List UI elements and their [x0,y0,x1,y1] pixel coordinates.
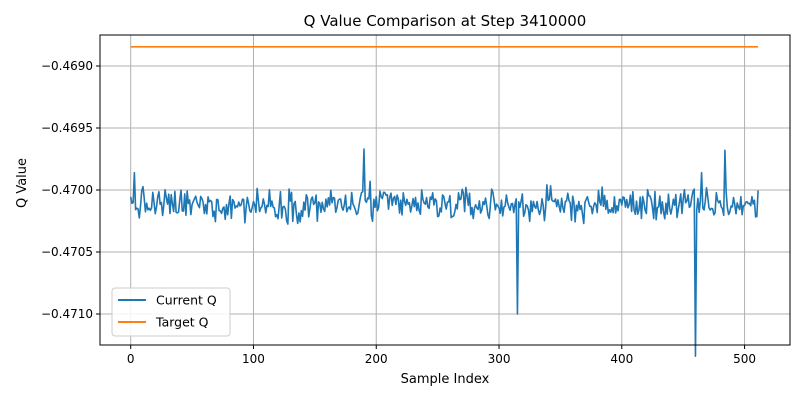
x-tick-label: 0 [127,352,135,366]
x-tick-label: 100 [242,352,265,366]
x-tick-label: 400 [610,352,633,366]
legend: Current Q Target Q [111,287,231,337]
legend-target-q-label: Target Q [155,315,209,330]
series-line-current-q [129,148,759,357]
y-tick-label: −0.4710 [41,307,93,321]
y-tick-label: −0.4690 [41,59,93,73]
x-tick-label: 300 [488,352,511,366]
x-tick-label: 500 [733,352,756,366]
y-tick-label: −0.4705 [41,245,93,259]
y-axis-label: Q Value [15,158,30,208]
x-axis-label: Sample Index [401,372,490,387]
grid [100,35,790,345]
y-tick-label: −0.4695 [41,121,93,135]
x-tick-label: 200 [365,352,388,366]
chart-title: Q Value Comparison at Step 3410000 [304,12,587,30]
y-tick-label: −0.4700 [41,183,93,197]
ticks: 0 100 200 300 400 500 −0.4710 −0.4705 −0.4700 −0.… [41,59,756,366]
legend-current-q-label: Current Q [156,293,217,308]
series-layer [129,45,759,357]
